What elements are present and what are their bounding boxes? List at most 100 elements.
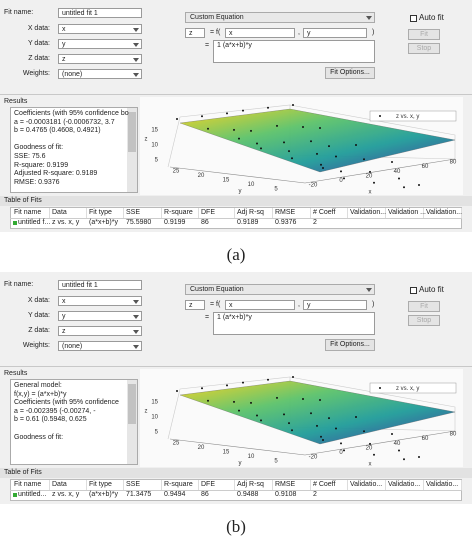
stop-button[interactable]: Stop — [408, 315, 440, 326]
data-point — [176, 118, 178, 120]
input-var-1[interactable]: x — [225, 300, 295, 310]
equation-editor[interactable]: 1 (a*x+b)*y — [213, 312, 375, 335]
column-header: Validation... — [426, 208, 463, 218]
table-cell[interactable]: untitled f... — [18, 219, 51, 226]
data-point — [238, 137, 240, 140]
table-title-bar: Table of Fits — [0, 468, 472, 478]
results-line: f(x,y) = (a*x+b)*y — [14, 390, 67, 398]
data-point — [373, 453, 375, 456]
column-header: Adj R-sq — [235, 208, 273, 218]
equals-sign: = — [205, 314, 210, 321]
results-line: a = -0.002395 (-0.00274, - — [14, 407, 96, 415]
auto-fit-checkbox[interactable] — [410, 287, 417, 294]
y-tick-label: 20 — [198, 445, 205, 451]
field-dropdown[interactable]: y — [58, 39, 142, 49]
field-dropdown[interactable]: (none) — [58, 341, 142, 351]
data-point — [176, 390, 178, 392]
tool-panel: Fit name: untitled fit 1 X data: x Y data: y Z… — [0, 272, 472, 504]
x-tick-label: 80 — [450, 432, 457, 438]
data-point — [291, 157, 293, 160]
column-header: Data — [50, 208, 87, 218]
x-tick-label: 60 — [422, 436, 429, 442]
data-point — [369, 442, 371, 445]
x-tick-label: -20 — [309, 183, 318, 189]
fit-options-button[interactable]: Fit Options... — [325, 339, 375, 351]
auto-fit-checkbox[interactable] — [410, 15, 417, 22]
results-line: Coefficients (with 95% confidence — [14, 399, 119, 407]
table-cell: 0.9199 — [164, 219, 186, 226]
column-header: Data — [50, 480, 87, 490]
dropdown-arrow — [133, 345, 139, 349]
data-point — [343, 177, 345, 180]
stop-button[interactable]: Stop — [408, 43, 440, 54]
output-var-input[interactable]: z — [185, 300, 205, 310]
data-point — [363, 430, 365, 433]
input-var-2[interactable]: y — [303, 300, 367, 310]
data-point — [233, 128, 235, 131]
dropdown-arrow — [133, 330, 139, 334]
equation-editor[interactable]: 1 (a*x+b)*y — [213, 40, 375, 63]
data-point — [260, 419, 262, 422]
column-header: Validation ... — [388, 208, 427, 218]
fit-surface — [179, 380, 456, 445]
column-header: RMSE — [273, 480, 311, 490]
equation-type-dropdown[interactable]: Custom Equation — [185, 12, 375, 23]
data-point — [226, 112, 228, 115]
data-point — [316, 424, 318, 427]
table-cell[interactable]: untitled... — [18, 491, 47, 498]
field-label: Weights: — [22, 70, 50, 77]
field-label: Y data: — [27, 40, 50, 47]
y-tick-label: 25 — [173, 169, 180, 175]
fit-name-input[interactable]: untitled fit 1 — [58, 280, 142, 290]
data-point — [310, 412, 312, 415]
legend-box — [369, 110, 457, 122]
column-header: # Coeff — [311, 208, 348, 218]
z-tick-label: 5 — [155, 430, 159, 436]
output-var-input[interactable]: z — [185, 28, 205, 38]
data-point — [283, 141, 285, 144]
column-header: R-square — [162, 208, 199, 218]
comma: , — [298, 29, 300, 36]
legend-label: z vs. x, y — [396, 114, 419, 120]
column-header: DFE — [199, 208, 235, 218]
table-cell: 0.9376 — [275, 219, 297, 226]
data-point — [302, 125, 304, 128]
field-dropdown[interactable]: z — [58, 326, 142, 336]
fit-options-button[interactable]: Fit Options... — [325, 67, 375, 79]
equation-type-dropdown[interactable]: Custom Equation — [185, 284, 375, 295]
legend-label: z vs. x, y — [396, 386, 419, 392]
data-point — [302, 397, 304, 400]
column-header: DFE — [199, 480, 235, 490]
data-point — [335, 427, 337, 430]
field-dropdown[interactable]: x — [58, 296, 142, 306]
fit-button[interactable]: Fit — [408, 301, 440, 312]
field-label: Fit name: — [4, 281, 34, 288]
axis-frame — [169, 158, 456, 184]
figure-caption: (a) — [226, 245, 246, 264]
field-dropdown[interactable]: x — [58, 24, 142, 34]
y-axis-label: y — [239, 461, 242, 467]
dropdown-arrow — [133, 300, 139, 304]
function-close: ) — [372, 29, 375, 36]
input-var-2[interactable]: y — [303, 28, 367, 38]
data-point — [238, 409, 240, 412]
input-var-1[interactable]: x — [225, 28, 295, 38]
results-line: Coefficients (with 95% confidence bo — [14, 110, 129, 117]
field-dropdown[interactable]: z — [58, 54, 142, 64]
legend-marker — [379, 387, 381, 389]
data-point — [340, 170, 342, 173]
fit-status-icon — [13, 493, 17, 497]
field-dropdown[interactable]: (none) — [58, 69, 142, 79]
dropdown-arrow — [133, 73, 139, 77]
axis-frame — [169, 430, 456, 456]
fit-name-input[interactable]: untitled fit 1 — [58, 8, 142, 18]
data-point — [260, 147, 262, 150]
data-point — [391, 161, 393, 163]
data-point — [256, 414, 258, 417]
fit-button[interactable]: Fit — [408, 29, 440, 40]
y-tick-label: 15 — [223, 450, 230, 456]
results-title: Results — [4, 98, 28, 105]
field-dropdown[interactable]: y — [58, 311, 142, 321]
data-point — [207, 127, 209, 130]
